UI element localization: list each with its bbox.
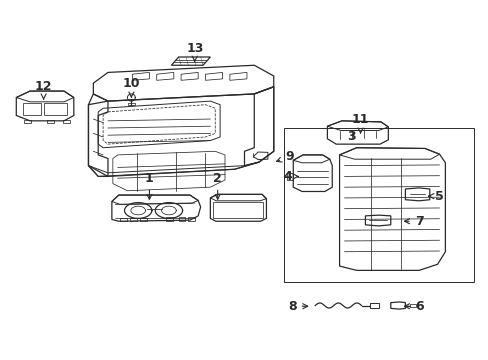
Text: 12: 12	[35, 80, 52, 99]
Text: 8: 8	[287, 300, 307, 313]
Text: 5: 5	[428, 190, 443, 203]
Text: 4: 4	[283, 170, 298, 183]
Text: 13: 13	[186, 41, 203, 61]
Text: 11: 11	[351, 113, 368, 133]
Text: 9: 9	[276, 150, 293, 163]
Text: 10: 10	[122, 77, 140, 97]
Text: 1: 1	[145, 172, 154, 199]
Text: 7: 7	[404, 215, 423, 228]
Text: 3: 3	[347, 130, 355, 144]
Bar	[283, 128, 473, 282]
Text: 2: 2	[213, 172, 222, 199]
Text: 6: 6	[404, 300, 423, 313]
